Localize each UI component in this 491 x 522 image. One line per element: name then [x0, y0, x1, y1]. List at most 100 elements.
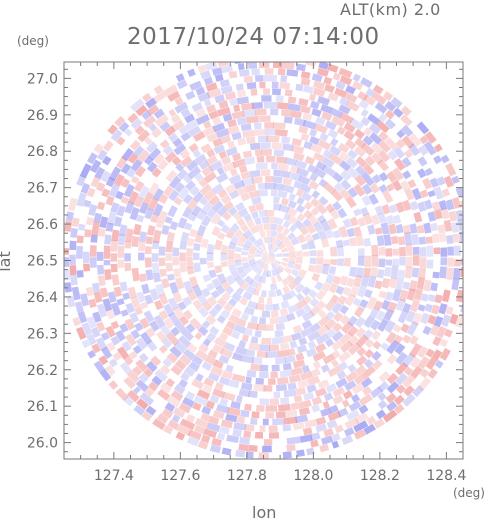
echo-cell — [188, 212, 198, 222]
echo-cell — [292, 359, 306, 369]
echo-cell — [309, 305, 322, 317]
echo-cell — [174, 341, 187, 354]
echo-cell — [385, 259, 393, 266]
echo-cell — [145, 236, 153, 245]
echo-cell — [295, 250, 303, 257]
echo-cell — [298, 407, 311, 416]
echo-cell — [386, 339, 400, 355]
echo-cell — [250, 315, 259, 324]
echo-cell — [139, 392, 155, 406]
echo-cell — [327, 218, 338, 230]
echo-cell — [76, 192, 87, 207]
echo-cell — [266, 230, 272, 237]
echo-cell — [236, 117, 247, 126]
echo-cell — [302, 112, 313, 122]
echo-cell — [446, 235, 454, 244]
echo-cell — [338, 142, 350, 154]
echo-cell — [434, 209, 443, 220]
echo-cell — [235, 395, 243, 403]
echo-cell — [430, 222, 439, 232]
echo-cell — [261, 244, 267, 251]
echo-cell — [351, 394, 361, 403]
echo-cell — [119, 323, 129, 333]
echo-cell — [287, 244, 296, 252]
echo-cell — [185, 90, 196, 101]
echo-cell — [110, 202, 120, 213]
echo-cell — [325, 120, 337, 131]
echo-cell — [271, 81, 279, 89]
y-tick-label: 26.5 — [27, 254, 58, 270]
echo-cell — [266, 155, 276, 163]
echo-cell — [132, 365, 143, 377]
echo-cell — [162, 145, 174, 156]
echo-cell — [277, 68, 286, 76]
echo-cell — [310, 368, 321, 378]
echo-cell — [228, 379, 240, 389]
echo-cell — [255, 259, 263, 265]
echo-cell — [249, 244, 258, 252]
echo-cell — [259, 81, 266, 89]
echo-cell — [175, 73, 185, 82]
echo-cell — [226, 125, 240, 135]
echo-cell — [441, 188, 451, 197]
echo-cell — [169, 221, 179, 231]
echo-cell — [240, 102, 255, 111]
echo-cell — [371, 330, 382, 341]
echo-cell — [173, 268, 181, 278]
echo-cell — [100, 332, 110, 341]
echo-cell — [108, 166, 122, 182]
echo-cell — [332, 229, 342, 239]
echo-cell — [188, 276, 199, 289]
echo-cell — [206, 148, 216, 158]
echo-cell — [247, 300, 258, 310]
echo-cell — [331, 189, 344, 202]
echo-cell — [419, 257, 427, 268]
echo-cell — [96, 201, 106, 211]
echo-cell — [277, 190, 288, 199]
echo-cell — [395, 138, 406, 149]
echo-cell — [287, 96, 297, 104]
echo-cell — [349, 216, 359, 227]
echo-cell — [219, 79, 230, 88]
echo-cell — [290, 165, 300, 174]
echo-cell — [125, 302, 135, 314]
echo-cell — [438, 303, 448, 315]
echo-cell — [225, 274, 236, 286]
echo-cell — [88, 298, 97, 308]
echo-cell — [325, 203, 336, 213]
echo-cell — [281, 292, 292, 302]
echo-cell — [403, 366, 414, 376]
echo-cell — [135, 359, 148, 372]
echo-cell — [293, 395, 303, 403]
echo-cell — [183, 309, 193, 320]
echo-cell — [412, 255, 420, 266]
echo-cell — [298, 98, 309, 107]
echo-cell — [168, 108, 177, 117]
echo-cell — [378, 131, 389, 142]
echo-cell — [258, 209, 267, 217]
echo-cell — [263, 88, 270, 95]
echo-cell — [444, 328, 453, 338]
echo-cell — [110, 239, 118, 252]
echo-cell — [281, 277, 291, 287]
echo-cell — [210, 290, 220, 299]
echo-cell — [165, 394, 181, 408]
echo-cell — [65, 211, 74, 222]
echo-cell — [219, 426, 230, 435]
y-tick-label: 26.1 — [27, 399, 58, 415]
echo-cell — [244, 403, 252, 411]
echo-cell — [185, 391, 196, 401]
echo-cell — [349, 266, 358, 278]
echo-cell — [317, 309, 327, 319]
echo-cell — [216, 106, 231, 117]
echo-cell — [257, 182, 266, 190]
echo-cell — [454, 245, 461, 256]
echo-cell — [91, 221, 100, 236]
echo-cell — [183, 280, 194, 294]
echo-cell — [267, 297, 273, 304]
echo-cell — [206, 88, 222, 99]
echo-cell — [394, 343, 406, 355]
echo-cell — [250, 418, 258, 425]
echo-cell — [439, 348, 451, 361]
echo-cell — [387, 149, 398, 161]
